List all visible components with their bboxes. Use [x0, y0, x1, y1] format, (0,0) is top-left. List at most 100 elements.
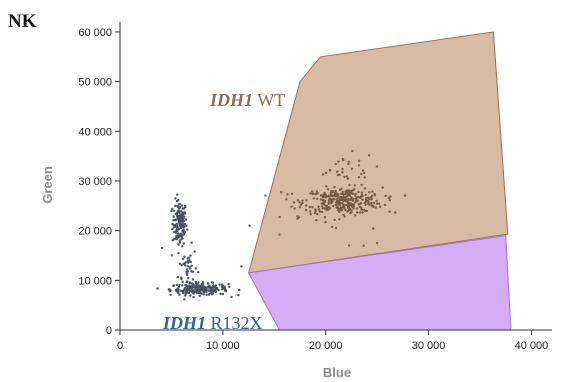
- data-point: [341, 167, 344, 171]
- data-point: [346, 200, 349, 203]
- data-point: [208, 284, 211, 287]
- data-point: [178, 206, 182, 209]
- data-point: [322, 202, 325, 205]
- data-point: [218, 283, 221, 286]
- data-point: [207, 293, 211, 296]
- data-point: [178, 239, 181, 242]
- data-point: [191, 291, 194, 294]
- data-point: [176, 232, 180, 235]
- data-point: [381, 186, 384, 189]
- data-point: [182, 257, 185, 261]
- axes-layer: [119, 22, 552, 331]
- data-point: [211, 281, 215, 284]
- data-point: [172, 215, 175, 218]
- data-point: [172, 238, 176, 241]
- data-point: [198, 287, 201, 290]
- data-point: [181, 280, 184, 283]
- data-point: [327, 195, 330, 198]
- data-point: [181, 207, 184, 210]
- data-point: [178, 227, 181, 230]
- data-point: [348, 183, 351, 187]
- x-tick-label: 20 000: [309, 340, 343, 352]
- data-point: [356, 211, 359, 214]
- data-point: [365, 199, 368, 202]
- data-point: [185, 288, 188, 291]
- data-point: [363, 187, 367, 190]
- data-point: [183, 298, 186, 301]
- data-point: [299, 203, 303, 206]
- data-point: [355, 197, 358, 200]
- data-point: [192, 295, 195, 299]
- data-point: [334, 226, 338, 230]
- data-point: [363, 208, 366, 212]
- data-point: [361, 194, 364, 197]
- data-point: [182, 219, 186, 223]
- data-point: [278, 215, 281, 219]
- data-point: [237, 294, 240, 297]
- data-point: [215, 286, 219, 290]
- data-point: [170, 254, 173, 257]
- data-point: [351, 205, 354, 208]
- data-point: [357, 203, 361, 206]
- data-point: [212, 289, 216, 292]
- data-point: [364, 203, 367, 207]
- data-point: [383, 203, 387, 207]
- data-point: [334, 191, 337, 195]
- data-point: [178, 283, 181, 287]
- data-point: [301, 201, 304, 205]
- data-point: [350, 191, 353, 194]
- data-point: [347, 162, 350, 166]
- data-point: [200, 292, 203, 295]
- data-point: [180, 232, 183, 235]
- data-point: [174, 204, 177, 208]
- data-point: [340, 187, 343, 190]
- data-point: [161, 246, 164, 250]
- data-point: [172, 209, 176, 212]
- data-point: [347, 193, 350, 196]
- data-point: [178, 202, 181, 206]
- x-tick-label: 30 000: [412, 340, 446, 352]
- data-point: [315, 219, 318, 222]
- data-point: [183, 205, 187, 208]
- data-point: [320, 210, 324, 214]
- data-point: [341, 196, 344, 200]
- data-point: [196, 283, 199, 286]
- data-point: [211, 293, 214, 296]
- data-point: [359, 196, 362, 199]
- data-point: [347, 209, 351, 212]
- data-point: [328, 169, 332, 172]
- data-point: [324, 220, 327, 224]
- data-point: [337, 201, 340, 204]
- data-point: [182, 230, 185, 233]
- data-point: [344, 208, 347, 212]
- data-point: [186, 270, 190, 273]
- data-point: [350, 167, 354, 170]
- data-point: [353, 184, 356, 187]
- data-point: [325, 204, 329, 208]
- data-point: [323, 207, 326, 210]
- data-point: [333, 218, 336, 222]
- data-point: [371, 190, 374, 193]
- data-point: [184, 218, 188, 221]
- data-point: [202, 287, 206, 291]
- data-point: [373, 193, 376, 196]
- data-point: [356, 195, 360, 199]
- data-point: [318, 210, 321, 213]
- data-point: [323, 216, 327, 219]
- data-point: [290, 192, 294, 195]
- data-point: [173, 219, 176, 222]
- data-point: [343, 175, 346, 179]
- data-point: [185, 224, 188, 227]
- data-point: [167, 288, 171, 291]
- data-point: [183, 211, 187, 214]
- data-point: [194, 267, 197, 270]
- data-point: [357, 164, 361, 167]
- data-point: [177, 285, 181, 288]
- data-point: [187, 277, 190, 280]
- data-point: [330, 194, 334, 197]
- data-point: [182, 223, 186, 226]
- data-point: [334, 162, 337, 166]
- data-point: [230, 295, 233, 299]
- data-point: [195, 287, 199, 291]
